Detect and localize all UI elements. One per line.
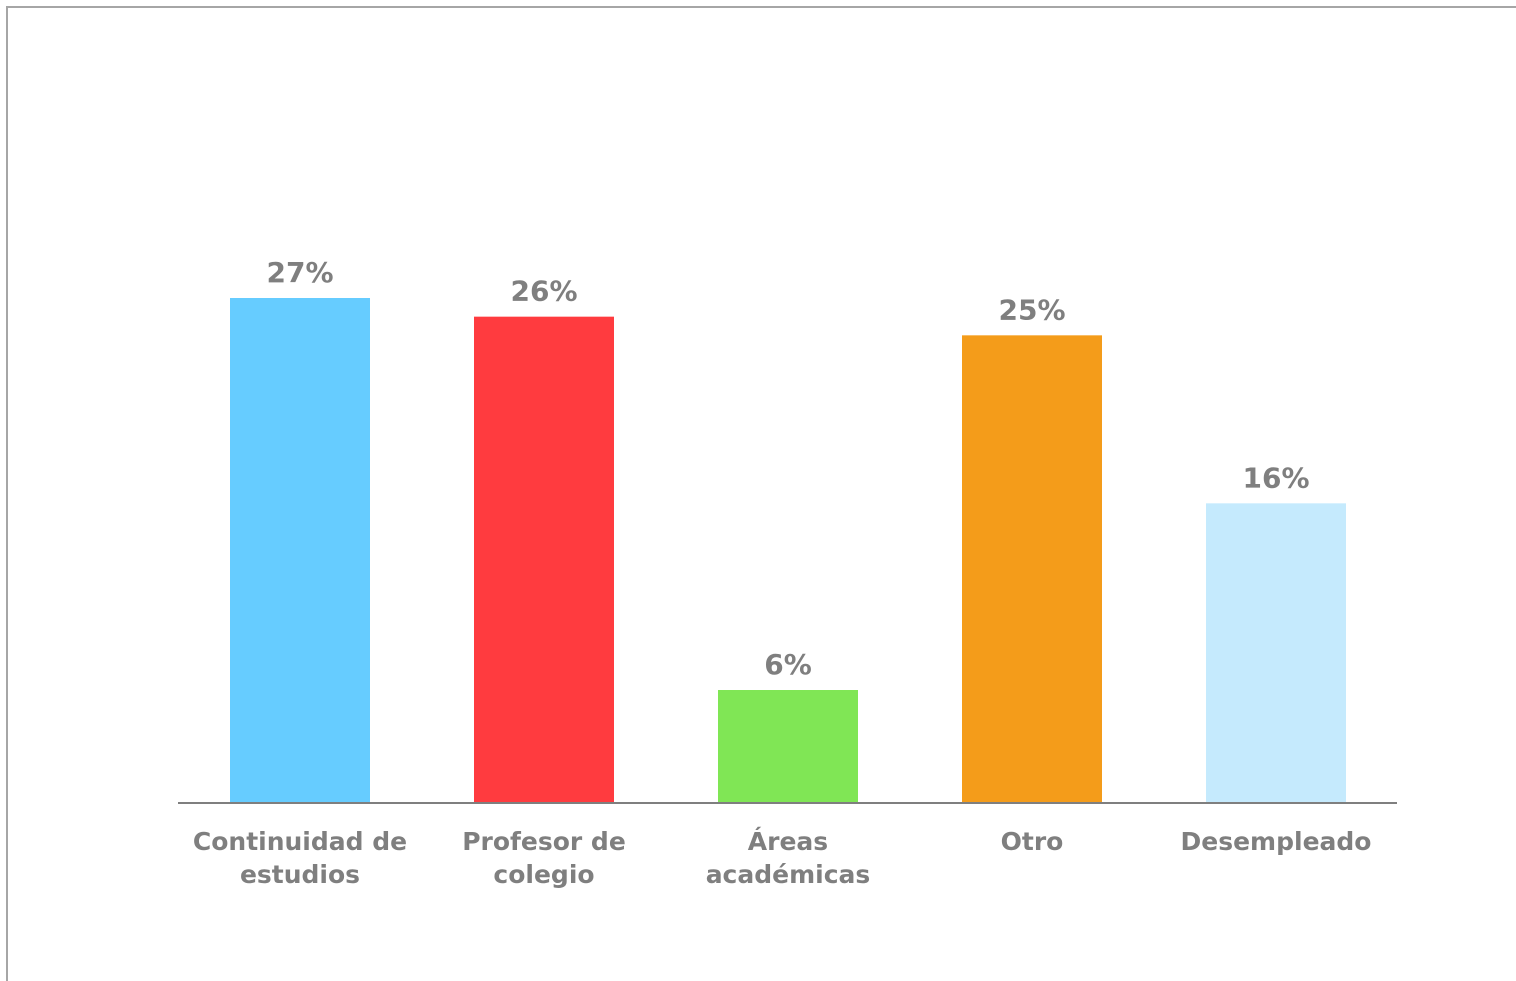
category-label-3: Otro [1001,827,1064,856]
category-label-line: colegio [493,860,594,889]
category-label-1: Profesor de colegio [462,827,626,889]
value-labels-layer: 27% 26% 6% 25% 16% [266,256,1309,681]
data-label-4: 16% [1242,461,1309,494]
bar-3 [962,335,1102,802]
category-labels-layer: Continuidad de estudios Profesor de colegio… [193,827,1372,889]
category-label-line: Áreas [748,827,828,856]
category-label-line: Otro [1001,827,1064,856]
bar-4 [1206,503,1346,802]
category-label-line: Desempleado [1181,827,1372,856]
bars-layer [230,298,1346,802]
bar-1 [474,316,614,802]
data-label-2: 6% [764,648,812,681]
data-label-0: 27% [266,256,333,289]
bar-2 [718,690,858,802]
category-label-0: Continuidad de estudios [193,827,407,889]
category-label-2: Áreas académicas [706,827,871,889]
category-label-line: Profesor de [462,827,626,856]
data-label-3: 25% [998,293,1065,326]
category-label-line: académicas [706,860,871,889]
category-label-line: estudios [240,860,360,889]
bar-0 [230,298,370,802]
category-label-line: Continuidad de [193,827,407,856]
data-label-1: 26% [510,275,577,308]
category-label-4: Desempleado [1181,827,1372,856]
